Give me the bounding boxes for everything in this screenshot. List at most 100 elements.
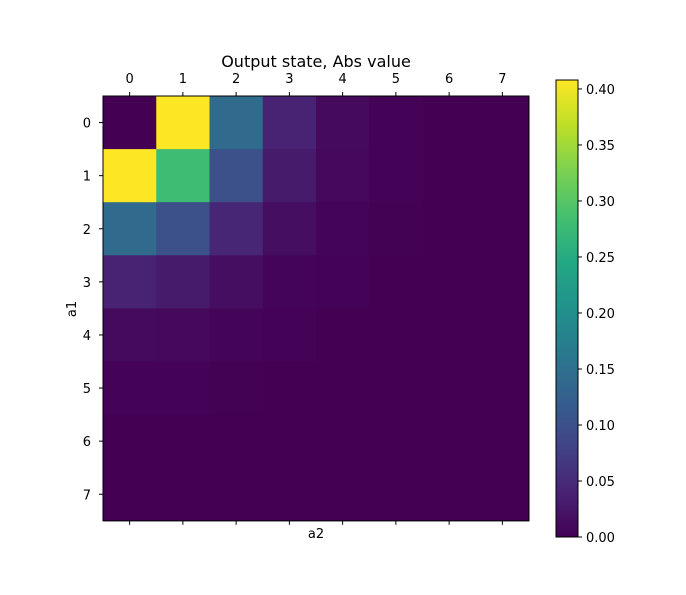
colorbar-tick-label: 0.20	[586, 307, 615, 322]
heatmap-cell	[209, 361, 264, 416]
heatmap-cell	[262, 202, 317, 256]
heatmap-cell	[422, 308, 477, 362]
heatmap-cell	[422, 467, 477, 522]
heatmap-cell	[103, 361, 157, 416]
heatmap-cell	[262, 308, 317, 362]
colorbar-tick-label: 0.10	[586, 419, 615, 434]
colorbar-tick-label: 0.15	[586, 363, 615, 378]
y-tick-label: 1	[83, 170, 91, 185]
heatmap-cell	[103, 255, 157, 309]
heatmap-cell	[316, 414, 370, 469]
heatmap-cell	[103, 414, 157, 469]
heatmap-cell	[156, 255, 210, 309]
heatmap-cell	[209, 255, 264, 309]
heatmap-cell	[209, 414, 264, 469]
heatmap-cells	[103, 96, 530, 522]
colorbar	[555, 79, 579, 538]
heatmap-cell	[209, 149, 264, 203]
y-tick-label: 6	[83, 435, 91, 450]
x-tick-label: 0	[125, 72, 133, 87]
y-tick-label: 7	[83, 488, 91, 503]
heatmap-cell	[103, 308, 157, 362]
x-axis-top: 0 1 2 3 4 5 6 7	[125, 72, 507, 96]
heatmap-cell	[316, 202, 370, 256]
colorbar-tick-label: 0.05	[586, 475, 615, 490]
heatmap-cell	[369, 149, 423, 203]
heatmap-cell	[475, 467, 530, 522]
heatmap-cell	[422, 202, 477, 256]
heatmap-cell	[262, 149, 317, 203]
heatmap-cell	[103, 149, 157, 203]
heatmap-cell	[156, 202, 210, 256]
y-tick-label: 5	[83, 382, 91, 397]
heatmap-cell	[156, 308, 210, 362]
heatmap-cell	[156, 361, 210, 416]
colorbar-tick-label: 0.35	[586, 139, 615, 154]
heatmap-cell	[209, 308, 264, 362]
y-tick-label: 2	[83, 223, 91, 238]
colorbar-tick-label: 0.40	[586, 83, 615, 98]
heatmap-cell	[316, 149, 370, 203]
heatmap-cell	[316, 361, 370, 416]
heatmap-cell	[316, 255, 370, 309]
heatmap-cell	[209, 202, 264, 256]
heatmap-cell	[475, 202, 530, 256]
x-tick-label: 3	[285, 72, 293, 87]
chart-title: Output state, Abs value	[221, 52, 411, 71]
heatmap-cell	[316, 96, 370, 150]
heatmap-cell	[475, 361, 530, 416]
colorbar-tick-label: 0.00	[586, 531, 615, 546]
heatmap-cell	[422, 96, 477, 150]
heatmap-cell	[475, 414, 530, 469]
heatmap-cell	[209, 467, 264, 522]
heatmap-cell	[103, 467, 157, 522]
heatmap-cell	[422, 361, 477, 416]
x-tick-label: 6	[445, 72, 453, 87]
heatmap-cell	[369, 202, 423, 256]
heatmap-cell	[316, 308, 370, 362]
heatmap-cell	[369, 255, 423, 309]
x-axis-label: a2	[308, 527, 324, 542]
heatmap-cell	[262, 255, 317, 309]
colorbar-tick-label: 0.25	[586, 251, 615, 266]
heatmap-cell	[262, 361, 317, 416]
heatmap-cell	[475, 308, 530, 362]
heatmap-cell	[209, 96, 264, 150]
heatmap-cell	[156, 467, 210, 522]
x-tick-label: 2	[232, 72, 240, 87]
heatmap-cell	[262, 414, 317, 469]
x-tick-label: 5	[392, 72, 400, 87]
heatmap-cell	[422, 255, 477, 309]
heatmap-cell	[103, 96, 157, 150]
heatmap-cell	[316, 467, 370, 522]
x-tick-label: 4	[338, 72, 346, 87]
heatmap-cell	[369, 361, 423, 416]
colorbar-tick-label: 0.30	[586, 195, 615, 210]
heatmap-cell	[369, 467, 423, 522]
heatmap-cell	[156, 149, 210, 203]
heatmap-cell	[103, 202, 157, 256]
plot-frame	[102, 95, 530, 522]
y-tick-label: 3	[83, 276, 91, 291]
y-tick-label: 0	[83, 117, 91, 132]
x-axis-bottom	[129, 520, 503, 525]
heatmap-cell	[369, 308, 423, 362]
heatmap-cell	[156, 96, 210, 150]
y-tick-label: 4	[83, 329, 91, 344]
heatmap-cell	[369, 414, 423, 469]
heatmap-cell	[262, 467, 317, 522]
heatmap-cell	[262, 96, 317, 150]
y-axis: 0 1 2 3 4 5 6 7	[83, 117, 103, 503]
heatmap-cell	[475, 149, 530, 203]
heatmap-cell	[422, 149, 477, 203]
y-axis-label: a1	[65, 301, 80, 317]
heatmap-cell	[369, 96, 423, 150]
x-tick-label: 7	[498, 72, 506, 87]
heatmap-cell	[422, 414, 477, 469]
heatmap-cell	[475, 255, 530, 309]
x-tick-label: 1	[179, 72, 187, 87]
heatmap-cell	[156, 414, 210, 469]
heatmap-cell	[475, 96, 530, 150]
